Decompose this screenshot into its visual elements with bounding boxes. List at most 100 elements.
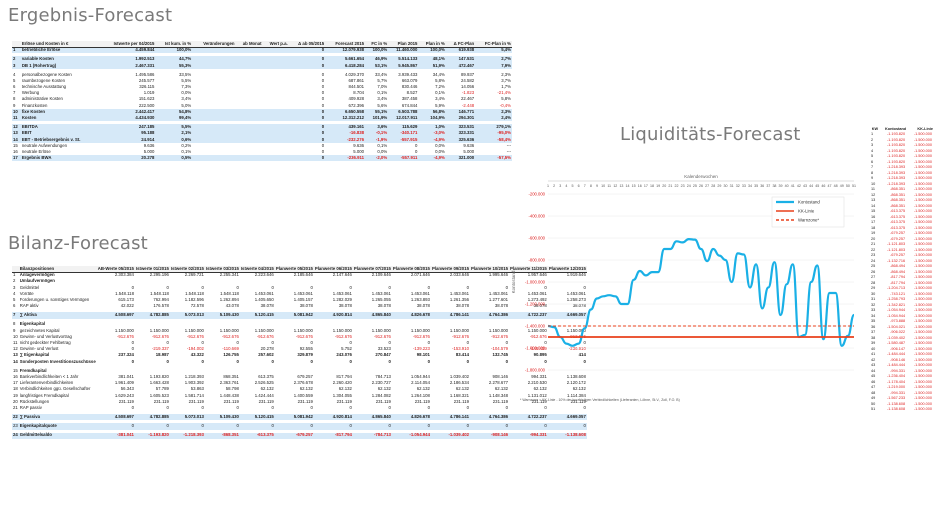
table-cell: 231.119	[414, 398, 430, 404]
table-cell: 2.255.341	[219, 272, 239, 278]
table-cell	[192, 115, 236, 122]
table-cell: 147.531	[445, 56, 476, 63]
table-cell: 38.078	[533, 303, 547, 309]
table-cell: 17	[12, 155, 21, 162]
table-cell: 53.863	[190, 386, 204, 392]
table-cell: 14.056	[461, 84, 475, 90]
table-cell: -58,4%	[475, 136, 512, 143]
x-tick-label: 22	[675, 184, 679, 188]
table-cell: 830.446	[401, 84, 418, 90]
x-tick-label: 18	[650, 184, 654, 188]
table-cell	[235, 47, 263, 54]
table-cell: 115.629	[388, 124, 419, 131]
table-cell: 5,5%	[155, 124, 193, 131]
table-cell: 3,7%	[501, 77, 511, 83]
table-cell: -1.500.000	[913, 319, 932, 324]
table-cell: 0	[310, 404, 313, 410]
table-cell: 0	[310, 284, 313, 290]
table-cell: -1.500.000	[913, 275, 932, 280]
table-cell: 231.119	[531, 398, 547, 404]
table-cell: 38.078	[455, 303, 469, 309]
table-cell: 257.602	[258, 352, 274, 358]
table-cell: 0	[583, 404, 586, 410]
table-cell: -1.138.608	[886, 407, 906, 412]
x-tick-label: 19	[656, 184, 660, 188]
chart-footnote: * Warnzone = KK-Linie - 10% der kurzfris…	[520, 398, 680, 402]
table-cell: 1.453.061	[566, 290, 586, 296]
table-cell: 1.218.393	[184, 373, 204, 379]
table-cell: 98.101	[416, 352, 430, 358]
table-cell: 672.396	[348, 102, 365, 108]
table-row: 5 Forderungen u. sonstiges Vermögen 615.17…	[12, 297, 587, 303]
table-cell: 23	[871, 253, 876, 258]
table-cell: 0	[288, 136, 326, 143]
table-cell: -1.500.000	[913, 269, 932, 274]
table-cell: 6.418.284	[325, 62, 366, 69]
table-cell: 0	[349, 404, 352, 410]
table-cell: -1.500.000	[913, 264, 932, 269]
table-cell: 1.629.243	[114, 392, 134, 398]
table-cell: -1.500.000	[913, 209, 932, 214]
x-tick-label: 15	[632, 184, 636, 188]
table-cell: 20	[13, 398, 18, 404]
x-tick-label: 49	[840, 184, 844, 188]
table-cell: 0	[430, 423, 470, 430]
table-cell: -557.915	[388, 136, 419, 143]
table-cell: 2,1%	[155, 130, 193, 137]
table-cell: 613.375	[258, 373, 274, 379]
y-axis-label: Kontostand	[511, 270, 516, 293]
table-cell: 21	[13, 404, 18, 410]
table-cell: 2.120.172	[566, 380, 586, 386]
table-row: 7 ∑ Aktiva 4.508.697 4.782.885 5.073.013 5.10…	[12, 312, 587, 319]
table-cell	[192, 47, 236, 54]
table-row: 41 -1.484.444 -1.500.000	[869, 352, 934, 358]
table-cell: 0,1%	[181, 148, 192, 154]
table-cell: 1.405.157	[293, 296, 313, 302]
table-row: 28 -817.794 -1.500.000	[869, 281, 934, 287]
table-cell: 2.269.721	[184, 272, 204, 278]
table-cell: Anlagevermögen	[19, 272, 55, 278]
table-cell: -1.500.000	[913, 225, 932, 230]
table-cell: 44	[871, 368, 876, 373]
table-cell: 1.277.601	[488, 296, 509, 302]
table-cell: -1.218.393	[886, 176, 906, 181]
table-cell: 0	[505, 340, 509, 345]
table-cell: 2.223.646	[254, 272, 274, 278]
table-cell: 0	[271, 358, 274, 364]
table-row: 2 -1.193.820 -1.500.000	[869, 138, 934, 144]
table-cell: -1.039.402	[886, 335, 906, 340]
table-cell: 1.138.608	[566, 373, 586, 379]
table-cell: 5,6%	[377, 102, 388, 108]
table-cell: 46,9%	[365, 56, 389, 63]
table-cell: RAP aktiv	[19, 303, 39, 309]
table-row: 3 DB 1 (Rohertrag) 2.467.331 55,3% 0 6.418.28…	[12, 62, 512, 69]
table-cell: -1.218.393	[886, 170, 906, 175]
column-header: Ist kum. in %	[155, 41, 193, 48]
table-cell	[235, 115, 263, 122]
table-cell: 5.073.013	[169, 414, 205, 421]
table-cell: -1.500.000	[913, 165, 932, 170]
table-cell: -1.484.444	[886, 363, 906, 368]
x-tick-label: 20	[662, 184, 666, 188]
table-cell: 1	[13, 272, 16, 278]
table-cell: 33.523	[377, 346, 391, 352]
table-cell: 0	[169, 423, 205, 430]
table-cell: 35	[871, 319, 876, 324]
table-cell: 5.000	[143, 148, 155, 154]
table-cell: 0	[415, 142, 418, 148]
table-cell: 46	[871, 379, 876, 384]
table-cell: Verbindlichkeiten ggü. Gesellschafter	[19, 386, 91, 392]
x-tick-label: 26	[699, 184, 703, 188]
x-tick-label: 29	[717, 184, 721, 188]
table-cell: fixe Kosten	[20, 108, 100, 116]
table-cell: -1.138.608	[547, 432, 587, 439]
table-cell: -994.331	[890, 390, 906, 395]
table-cell: 1.265.055	[371, 296, 391, 302]
table-cell: 100,0%	[155, 47, 193, 54]
table-cell: Bankverbindlichkeiten < 1 Jahr	[19, 373, 79, 379]
table-cell: 326.115	[139, 84, 155, 90]
table-row: 6 -1.193.820 -1.500.000	[869, 160, 934, 166]
table-cell: 1.453.061	[449, 290, 469, 296]
table-cell: Sonderposten Investitionszuschüsse	[19, 358, 96, 364]
table-cell: 5,8%	[435, 77, 445, 83]
